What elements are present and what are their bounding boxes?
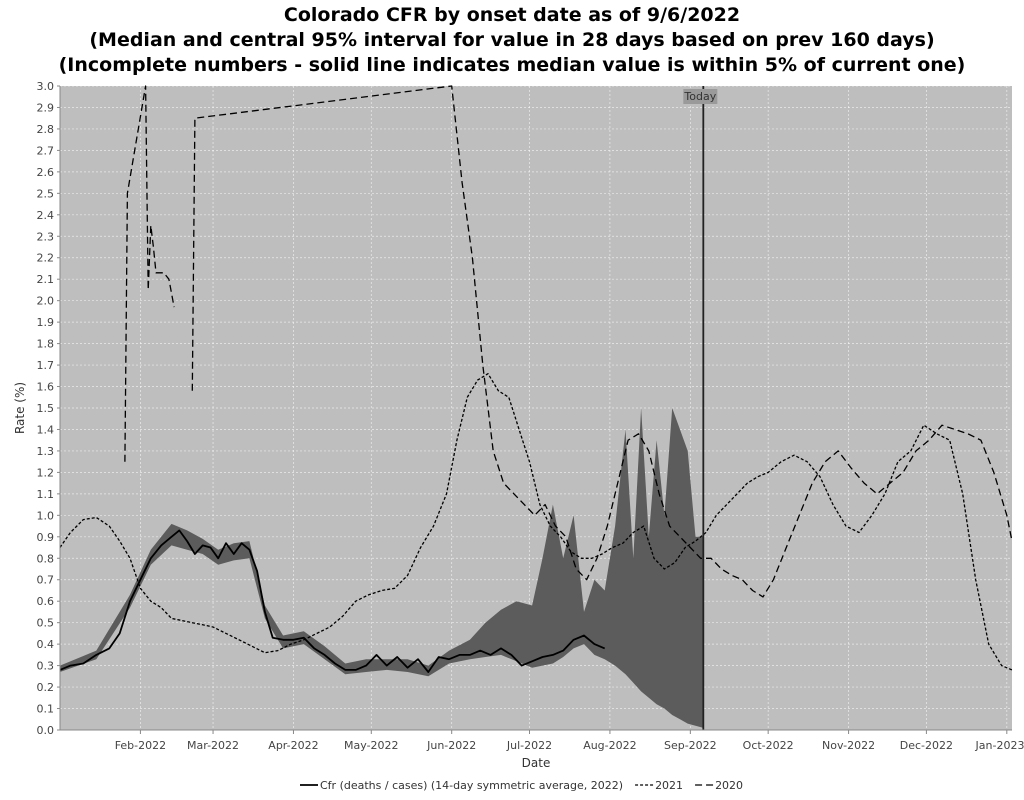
today-label-bg xyxy=(683,89,718,104)
y-tick-label: 0.8 xyxy=(37,552,55,565)
y-tick-label: 2.7 xyxy=(37,144,55,157)
y-tick-label: 2.6 xyxy=(37,166,55,179)
y-tick-label: 0.5 xyxy=(37,617,55,630)
series-line-2021 xyxy=(59,373,1013,671)
y-tick-label: 1.3 xyxy=(37,445,55,458)
y-tick-label: 1.6 xyxy=(37,381,55,394)
x-tick-label: Aug-2022 xyxy=(583,739,636,752)
y-tick-label: 0.7 xyxy=(37,574,55,587)
x-tick-label: Oct-2022 xyxy=(743,739,794,752)
chart-title: Colorado CFR by onset date as of 9/6/202… xyxy=(59,4,966,76)
y-tick-label: 2.5 xyxy=(37,187,55,200)
x-tick-label: Mar-2022 xyxy=(187,739,239,752)
x-tick-label: Jan-2023 xyxy=(975,739,1024,752)
legend-label: 2020 xyxy=(715,779,743,792)
legend-label: 2021 xyxy=(655,779,683,792)
y-tick-label: 1.7 xyxy=(37,359,55,372)
y-tick-label: 2.2 xyxy=(37,252,55,265)
y-tick-label: 1.2 xyxy=(37,466,55,479)
y-tick-label: 0.4 xyxy=(37,638,55,651)
band-area xyxy=(60,408,704,728)
today-label: Today xyxy=(683,90,716,103)
y-tick-label: 2.3 xyxy=(37,230,55,243)
y-axis-label: Rate (%) xyxy=(13,382,27,434)
title-line-2: (Median and central 95% interval for val… xyxy=(89,29,934,51)
legend-label: Cfr (deaths / cases) (14-day symmetric a… xyxy=(320,779,623,792)
x-tick-label: Apr-2022 xyxy=(268,739,318,752)
y-tick-label: 0.2 xyxy=(37,681,55,694)
y-tick-label: 1.5 xyxy=(37,402,55,415)
y-tick-label: 1.1 xyxy=(37,488,55,501)
x-tick-label: Dec-2022 xyxy=(900,739,953,752)
series-line-2020 xyxy=(124,85,1013,598)
y-tick-label: 2.9 xyxy=(37,101,55,114)
y-tick-label: 1.9 xyxy=(37,316,55,329)
x-tick-label: Jul-2022 xyxy=(506,739,552,752)
y-tick-label: 1.4 xyxy=(37,423,55,436)
today-marker: Today xyxy=(683,86,718,730)
x-axis-label: Date xyxy=(522,756,551,770)
y-tick-label: 0.6 xyxy=(37,595,55,608)
y-tick-label: 2.0 xyxy=(37,295,55,308)
x-tick-label: Nov-2022 xyxy=(822,739,875,752)
y-tick-label: 2.8 xyxy=(37,123,55,136)
axes: 0.0 0.1 0.2 0.3 0.4 0.5 0.6 0.7 0.8 0.9 1.0 1.1 1.2 1… xyxy=(37,80,1024,752)
y-tick-label: 2.4 xyxy=(37,209,55,222)
y-tick-label: 0.9 xyxy=(37,531,55,544)
confidence-band xyxy=(60,408,704,728)
title-line-3: (Incomplete numbers - solid line indicat… xyxy=(59,54,966,76)
x-tick-label: May-2022 xyxy=(344,739,399,752)
y-tick-label: 0.3 xyxy=(37,660,55,673)
title-line-1: Colorado CFR by onset date as of 9/6/202… xyxy=(284,4,740,26)
series-lines xyxy=(59,85,1013,673)
x-tick-label: Jun-2022 xyxy=(426,739,476,752)
series-line-cfr xyxy=(59,529,606,673)
legend: Cfr (deaths / cases) (14-day symmetric a… xyxy=(300,779,743,792)
y-tick-label: 0.0 xyxy=(37,724,55,737)
x-tick-label: Sep-2022 xyxy=(664,739,717,752)
y-tick-label: 1.0 xyxy=(37,509,55,522)
y-tick-label: 2.1 xyxy=(37,273,55,286)
y-tick-label: 1.8 xyxy=(37,338,55,351)
y-tick-label: 0.1 xyxy=(37,703,55,716)
x-tick-label: Feb-2022 xyxy=(115,739,166,752)
y-tick-label: 3.0 xyxy=(37,80,55,93)
